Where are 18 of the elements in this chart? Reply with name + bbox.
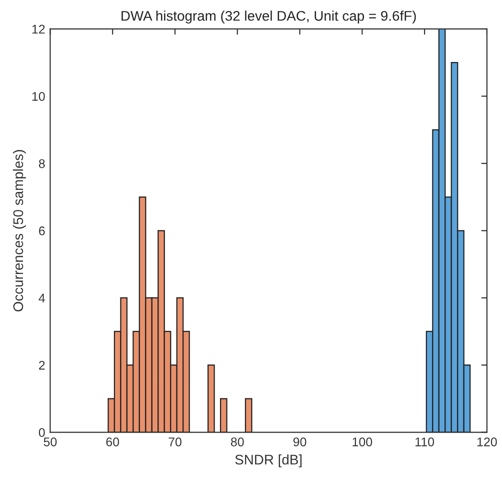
y-tick-label: 0 (38, 428, 45, 437)
y-tick-label: 10 (32, 92, 45, 101)
chart-title: DWA histogram (32 level DAC, Unit cap = 9.6fF) (122, 10, 416, 24)
x-tick-label: 100 (352, 437, 372, 446)
x-tick-label: 50 (44, 437, 57, 446)
x-tick-label: 90 (293, 437, 306, 446)
x-tick-label: 70 (168, 437, 182, 446)
x-tick-label: 120 (477, 437, 497, 446)
y-tick-label: 4 (38, 294, 45, 302)
y-tick-label: 12 (32, 24, 45, 34)
y-axis-title: Occurrences (50 samples) (12, 150, 26, 312)
x-axis-title: SNDR [dB] (235, 454, 302, 468)
y-tick-label: 2 (39, 360, 45, 370)
y-tick-label: 8 (38, 159, 45, 168)
x-tick-label: 80 (230, 437, 244, 446)
y-tick-label: 6 (39, 226, 45, 236)
x-tick-label: 110 (416, 437, 434, 446)
x-tick-label: 60 (106, 437, 120, 446)
